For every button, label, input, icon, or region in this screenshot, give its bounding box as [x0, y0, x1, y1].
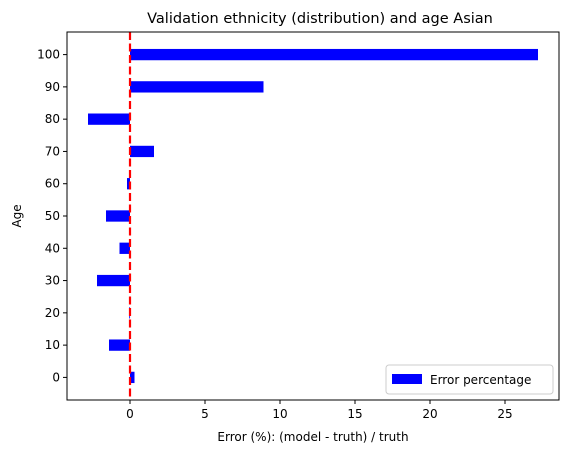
y-tick-label-0: 0	[52, 370, 60, 384]
y-tick-label-20: 20	[45, 306, 60, 320]
y-axis-label: Age	[10, 204, 24, 227]
y-tick-label-40: 40	[45, 241, 60, 255]
plot-area: 0 5 10 15 20 25 0 10 20 30 40 50 60 70 80 90 100	[37, 31, 560, 421]
y-tick-label-30: 30	[45, 274, 60, 288]
bar-age-80	[88, 113, 130, 125]
y-tick-label-70: 70	[45, 144, 60, 158]
bars	[88, 48, 538, 384]
bar-age-90	[130, 81, 264, 93]
x-tick-label-20: 20	[422, 407, 437, 421]
y-tick-label-50: 50	[45, 209, 60, 223]
y-tick-label-90: 90	[45, 80, 60, 94]
x-tick-label-15: 15	[347, 407, 362, 421]
bar-age-70	[130, 145, 154, 158]
y-tick-label-80: 80	[45, 112, 60, 126]
x-axis: 0 5 10 15 20 25	[126, 400, 513, 421]
x-tick-label-10: 10	[272, 407, 287, 421]
bar-age-30	[97, 274, 130, 287]
bar-age-0	[130, 371, 135, 384]
bar-age-60	[127, 178, 130, 190]
y-tick-label-60: 60	[45, 177, 60, 191]
y-axis: 0 10 20 30 40 50 60 70 80 90 100	[37, 48, 67, 384]
legend: Error percentage	[385, 364, 554, 395]
x-tick-label-0: 0	[126, 407, 134, 421]
chart-title: Validation ethnicity (distribution) and …	[147, 11, 493, 27]
bar-age-50	[106, 210, 130, 222]
x-tick-label-25: 25	[497, 407, 512, 421]
x-tick-label-5: 5	[201, 407, 209, 421]
bar-age-40	[119, 242, 130, 254]
bar-age-100	[130, 48, 538, 61]
plot-frame	[67, 32, 559, 400]
x-axis-label: Error (%): (model - truth) / truth	[217, 430, 408, 444]
y-tick-label-100: 100	[37, 48, 60, 62]
legend-swatch	[392, 374, 422, 384]
legend-frame	[385, 364, 554, 395]
bar-age-10	[109, 339, 130, 351]
legend-label: Error percentage	[430, 373, 531, 387]
y-tick-label-10: 10	[45, 338, 60, 352]
